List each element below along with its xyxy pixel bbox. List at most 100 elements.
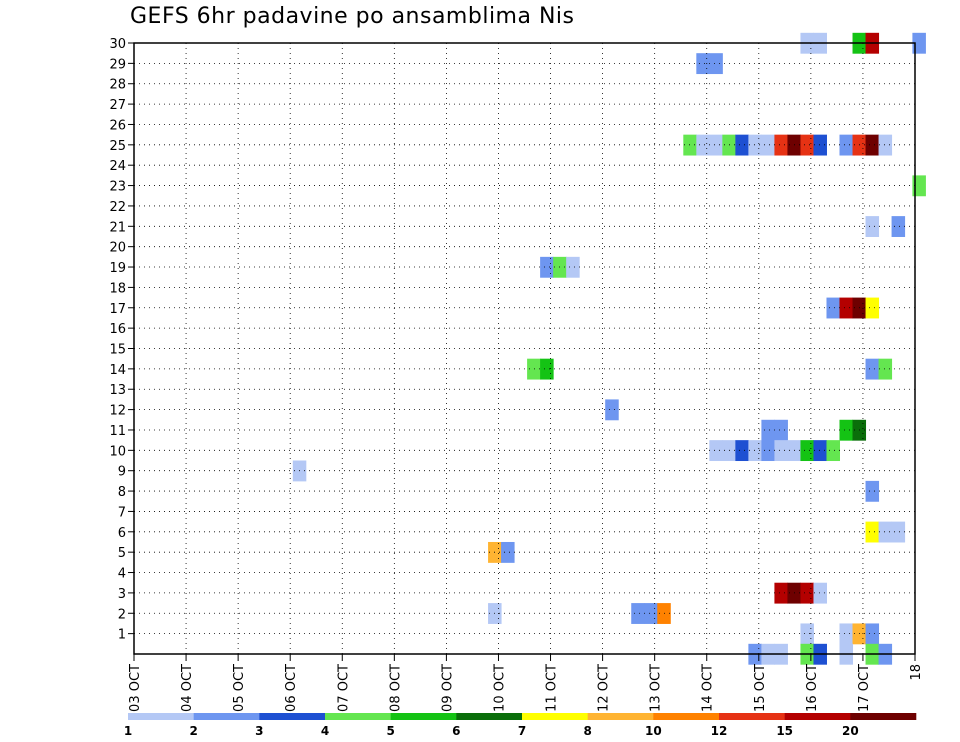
data-cell bbox=[865, 358, 880, 380]
data-cell bbox=[813, 440, 827, 462]
data-cell bbox=[891, 216, 906, 237]
data-cell bbox=[826, 297, 841, 319]
x-tick-label: 10 OCT bbox=[492, 664, 507, 712]
y-tick-label: 17 bbox=[109, 302, 126, 317]
data-cell bbox=[696, 134, 710, 156]
data-cell bbox=[800, 440, 814, 462]
x-tick-label: 05 OCT bbox=[232, 664, 247, 712]
y-tick-label: 10 bbox=[109, 444, 126, 459]
x-tick-label: 06 OCT bbox=[284, 664, 299, 712]
data-cell bbox=[605, 399, 619, 421]
data-cell bbox=[865, 521, 880, 543]
colorbar-segment bbox=[390, 713, 457, 720]
colorbar-segment bbox=[456, 713, 523, 720]
y-tick-label: 12 bbox=[109, 404, 126, 419]
data-cell bbox=[839, 419, 854, 441]
data-cell bbox=[748, 134, 762, 156]
data-cell bbox=[774, 419, 788, 441]
data-cell bbox=[761, 134, 775, 156]
y-tick-label: 25 bbox=[109, 139, 126, 154]
y-tick-label: 20 bbox=[109, 241, 126, 256]
colorbar-segment bbox=[522, 713, 588, 720]
x-tick-label: 14 OCT bbox=[701, 664, 716, 712]
data-cell bbox=[540, 256, 554, 278]
data-cell bbox=[644, 603, 658, 624]
x-tick-label: 12 OCT bbox=[597, 664, 612, 712]
y-tick-label: 1 bbox=[118, 628, 126, 643]
x-tick-label: 04 OCT bbox=[180, 664, 195, 712]
data-cell bbox=[839, 134, 854, 156]
colorbar-label: 4 bbox=[321, 724, 329, 738]
colorbar-label: 2 bbox=[189, 724, 197, 738]
data-cell bbox=[683, 134, 697, 156]
y-tick-label: 15 bbox=[109, 343, 126, 358]
y-tick-label: 2 bbox=[118, 607, 126, 622]
y-tick-label: 3 bbox=[118, 587, 126, 602]
y-tick-label: 11 bbox=[109, 424, 126, 439]
data-cell bbox=[800, 134, 814, 156]
colorbar-segment bbox=[719, 713, 785, 720]
y-tick-label: 24 bbox=[109, 159, 126, 174]
data-cell bbox=[774, 582, 788, 604]
y-tick-label: 29 bbox=[109, 57, 126, 72]
data-cell bbox=[566, 256, 580, 278]
colorbar-label: 20 bbox=[842, 724, 859, 738]
data-cell bbox=[891, 521, 906, 543]
colorbar-segment bbox=[193, 713, 260, 720]
data-cell bbox=[774, 440, 788, 462]
y-tick-label: 6 bbox=[118, 526, 126, 541]
colorbar-segment bbox=[784, 713, 851, 720]
colorbar-segment bbox=[325, 713, 391, 720]
colorbar-label: 12 bbox=[711, 724, 728, 738]
data-cell bbox=[709, 134, 723, 156]
data-cell bbox=[631, 603, 645, 624]
data-cell bbox=[839, 297, 854, 319]
y-tick-label: 5 bbox=[118, 546, 126, 561]
data-cell bbox=[813, 134, 827, 156]
data-cell bbox=[735, 440, 749, 462]
data-cell bbox=[800, 582, 814, 604]
data-cell bbox=[527, 358, 541, 380]
x-tick-label: 08 OCT bbox=[388, 664, 403, 712]
y-tick-label: 9 bbox=[118, 465, 126, 480]
colorbar-label: 6 bbox=[452, 724, 460, 738]
colorbar-label: 7 bbox=[518, 724, 526, 738]
colorbar-segment bbox=[850, 713, 917, 720]
data-cell bbox=[761, 419, 775, 441]
data-cell bbox=[912, 32, 926, 54]
colorbar-label: 8 bbox=[583, 724, 591, 738]
data-cell bbox=[540, 358, 554, 380]
data-cell bbox=[813, 582, 827, 604]
y-tick-label: 16 bbox=[109, 322, 126, 337]
x-tick-label: 13 OCT bbox=[649, 664, 664, 712]
x-tick-label: 11 OCT bbox=[545, 664, 560, 712]
chart-title: GEFS 6hr padavine po ansamblima Nis bbox=[130, 4, 575, 29]
data-cell bbox=[696, 53, 710, 75]
colorbar-segment bbox=[587, 713, 654, 720]
y-tick-label: 19 bbox=[109, 261, 126, 276]
data-cell bbox=[826, 440, 841, 462]
y-tick-label: 26 bbox=[109, 118, 126, 133]
data-cell bbox=[912, 175, 926, 197]
x-tick-label: 09 OCT bbox=[440, 664, 455, 712]
data-cell bbox=[865, 480, 880, 502]
y-tick-label: 22 bbox=[109, 200, 126, 215]
x-tick-label: 15 OCT bbox=[753, 664, 768, 712]
data-cell bbox=[878, 358, 893, 380]
y-tick-label: 7 bbox=[118, 505, 126, 520]
colorbar-segment bbox=[259, 713, 326, 720]
data-cell bbox=[774, 134, 788, 156]
x-tick-label: 18 bbox=[909, 664, 924, 681]
y-tick-label: 8 bbox=[118, 485, 126, 500]
y-tick-label: 14 bbox=[109, 363, 126, 378]
colorbar-label: 10 bbox=[645, 724, 662, 738]
data-cell bbox=[735, 134, 749, 156]
colorbar-segment bbox=[653, 713, 720, 720]
y-tick-label: 13 bbox=[109, 383, 126, 398]
colorbar-label: 1 bbox=[124, 724, 132, 738]
data-cell bbox=[761, 440, 775, 462]
y-tick-label: 23 bbox=[109, 180, 126, 195]
data-cell bbox=[709, 53, 723, 75]
data-cell bbox=[878, 134, 893, 156]
